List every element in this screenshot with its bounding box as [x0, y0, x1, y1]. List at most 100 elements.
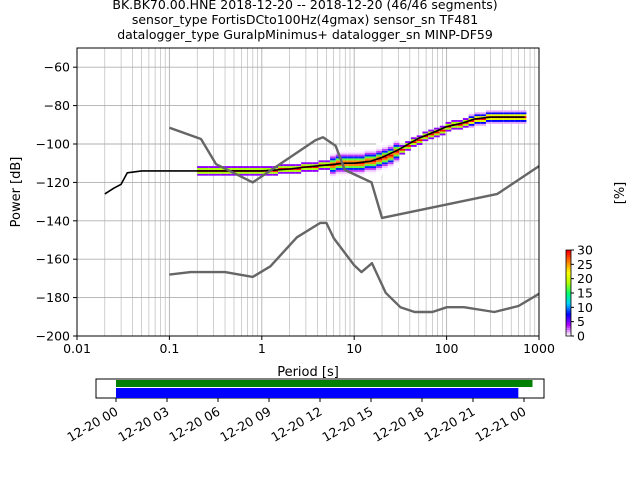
psd-heatmap-cell [433, 127, 440, 130]
psd-heatmap-cell [370, 169, 377, 172]
psd-heatmap-cell [295, 171, 302, 174]
colorbar-segment [566, 323, 571, 326]
psd-heatmap-cell [382, 160, 388, 163]
colorbar-segment [566, 290, 571, 294]
psd-heatmap-cell [202, 171, 209, 174]
psd-heatmap-cell [347, 158, 354, 161]
psd-heatmap-cell [306, 168, 313, 170]
colorbar-segment [566, 250, 571, 253]
psd-heatmap-cell [428, 129, 434, 132]
psd-heatmap-cell [335, 175, 342, 178]
psd-heatmap-cell [312, 166, 319, 168]
psd-heatmap-cell [503, 121, 510, 124]
psd-heatmap-cell [330, 168, 336, 170]
psd-heatmap-cell [387, 154, 394, 157]
psd-heatmap-cell [364, 150, 371, 153]
psd-heatmap-cell [376, 164, 383, 167]
colorbar-segment [566, 284, 571, 288]
colorbar-segment [566, 308, 571, 311]
psd-heatmap-cell [370, 150, 377, 153]
psd-heatmap-cell [364, 162, 371, 165]
psd-heatmap-cell [266, 171, 273, 174]
psd-heatmap-cell [387, 162, 394, 165]
psd-heatmap-cell [382, 141, 388, 144]
psd-heatmap-cell [364, 148, 371, 151]
y-tick-label: −80 [44, 98, 70, 113]
psd-heatmap-cell [376, 152, 383, 155]
psd-heatmap-cell [485, 118, 492, 120]
psd-heatmap-cell [376, 146, 383, 149]
psd-heatmap-cell [347, 154, 354, 157]
psd-heatmap-cell [283, 164, 290, 167]
psd-heatmap-cell [301, 164, 307, 167]
psd-heatmap-cell [514, 120, 521, 122]
psd-heatmap-cell [358, 173, 365, 176]
psd-heatmap-cell [330, 171, 336, 174]
psd-heatmap-cell [318, 168, 325, 170]
psd-heatmap-cell [324, 166, 331, 168]
psd-heatmap-cell [503, 112, 510, 115]
series-lines [104, 116, 540, 314]
psd-heatmap-cell [231, 168, 238, 170]
psd-heatmap [197, 110, 527, 182]
psd-heatmap-cell [347, 169, 354, 172]
colorbar-segment [566, 267, 571, 270]
psd-heatmap-cell [428, 135, 434, 138]
psd-heatmap-cell [358, 156, 365, 159]
colorbar-tick-label: 25 [577, 257, 593, 272]
psd-heatmap-cell [295, 166, 302, 168]
psd-heatmap-cell [428, 137, 434, 140]
y-tick-label: −120 [36, 175, 70, 190]
psd-heatmap-cell [214, 166, 221, 168]
psd-heatmap-cell [376, 173, 383, 176]
timeline-tick-label: 12-20 18 [370, 404, 426, 445]
psd-heatmap-cell [226, 166, 232, 168]
psd-heatmap-cell [393, 160, 400, 163]
psd-heatmap-cell [387, 139, 394, 142]
psd-heatmap-cell [382, 171, 388, 174]
y-axis-label: Power [dB] [9, 157, 24, 228]
psd-heatmap-cell [393, 141, 400, 144]
psd-heatmap-cell [439, 131, 446, 134]
colorbar-segment [566, 299, 571, 303]
psd-heatmap-cell [468, 114, 475, 117]
colorbar-tick-label: 30 [577, 243, 593, 258]
psd-heatmap-cell [306, 169, 313, 172]
psd-heatmap-cell [445, 127, 452, 130]
psd-heatmap-cell [468, 121, 475, 124]
psd-heatmap-cell [445, 121, 452, 124]
psd-heatmap-cell [410, 144, 417, 147]
psd-heatmap-cell [433, 131, 440, 134]
timeline-tick-label: 12-20 06 [166, 404, 222, 445]
psd-heatmap-cell [243, 168, 250, 170]
psd-heatmap-cell [341, 171, 348, 174]
psd-heatmap-cell [353, 177, 359, 180]
psd-heatmap-cell [364, 156, 371, 159]
colorbar-segment [566, 265, 571, 268]
psd-heatmap-cell [393, 143, 400, 145]
psd-heatmap-cell [289, 164, 296, 167]
psd-heatmap-cell [197, 168, 203, 170]
psd-heatmap-cell [393, 137, 400, 140]
psd-heatmap-cell [497, 120, 504, 122]
psd-heatmap-cell [474, 112, 481, 115]
psd-heatmap-cell [514, 112, 521, 115]
psd-heatmap-cell [491, 114, 498, 117]
psd-heatmap-cell [399, 148, 406, 151]
psd-heatmap-cell [254, 171, 261, 174]
psd-heatmap-cell [382, 166, 388, 168]
psd-heatmap-cell [520, 118, 527, 120]
psd-heatmap-cell [387, 146, 394, 149]
psd-heatmap-cell [364, 168, 371, 170]
psd-heatmap-cell [509, 121, 515, 124]
colorbar-segment [566, 269, 571, 272]
psd-heatmap-cell [370, 152, 377, 155]
psd-heatmap-cell [509, 110, 515, 113]
psd-heatmap-cell [301, 162, 307, 165]
colorbar-segment [566, 310, 571, 313]
psd-heatmap-cell [480, 118, 486, 120]
psd-heatmap-cell [318, 162, 325, 165]
psd-heatmap-cell [457, 127, 463, 130]
psd-heatmap-cell [358, 166, 365, 168]
psd-heatmap-cell [382, 143, 388, 145]
